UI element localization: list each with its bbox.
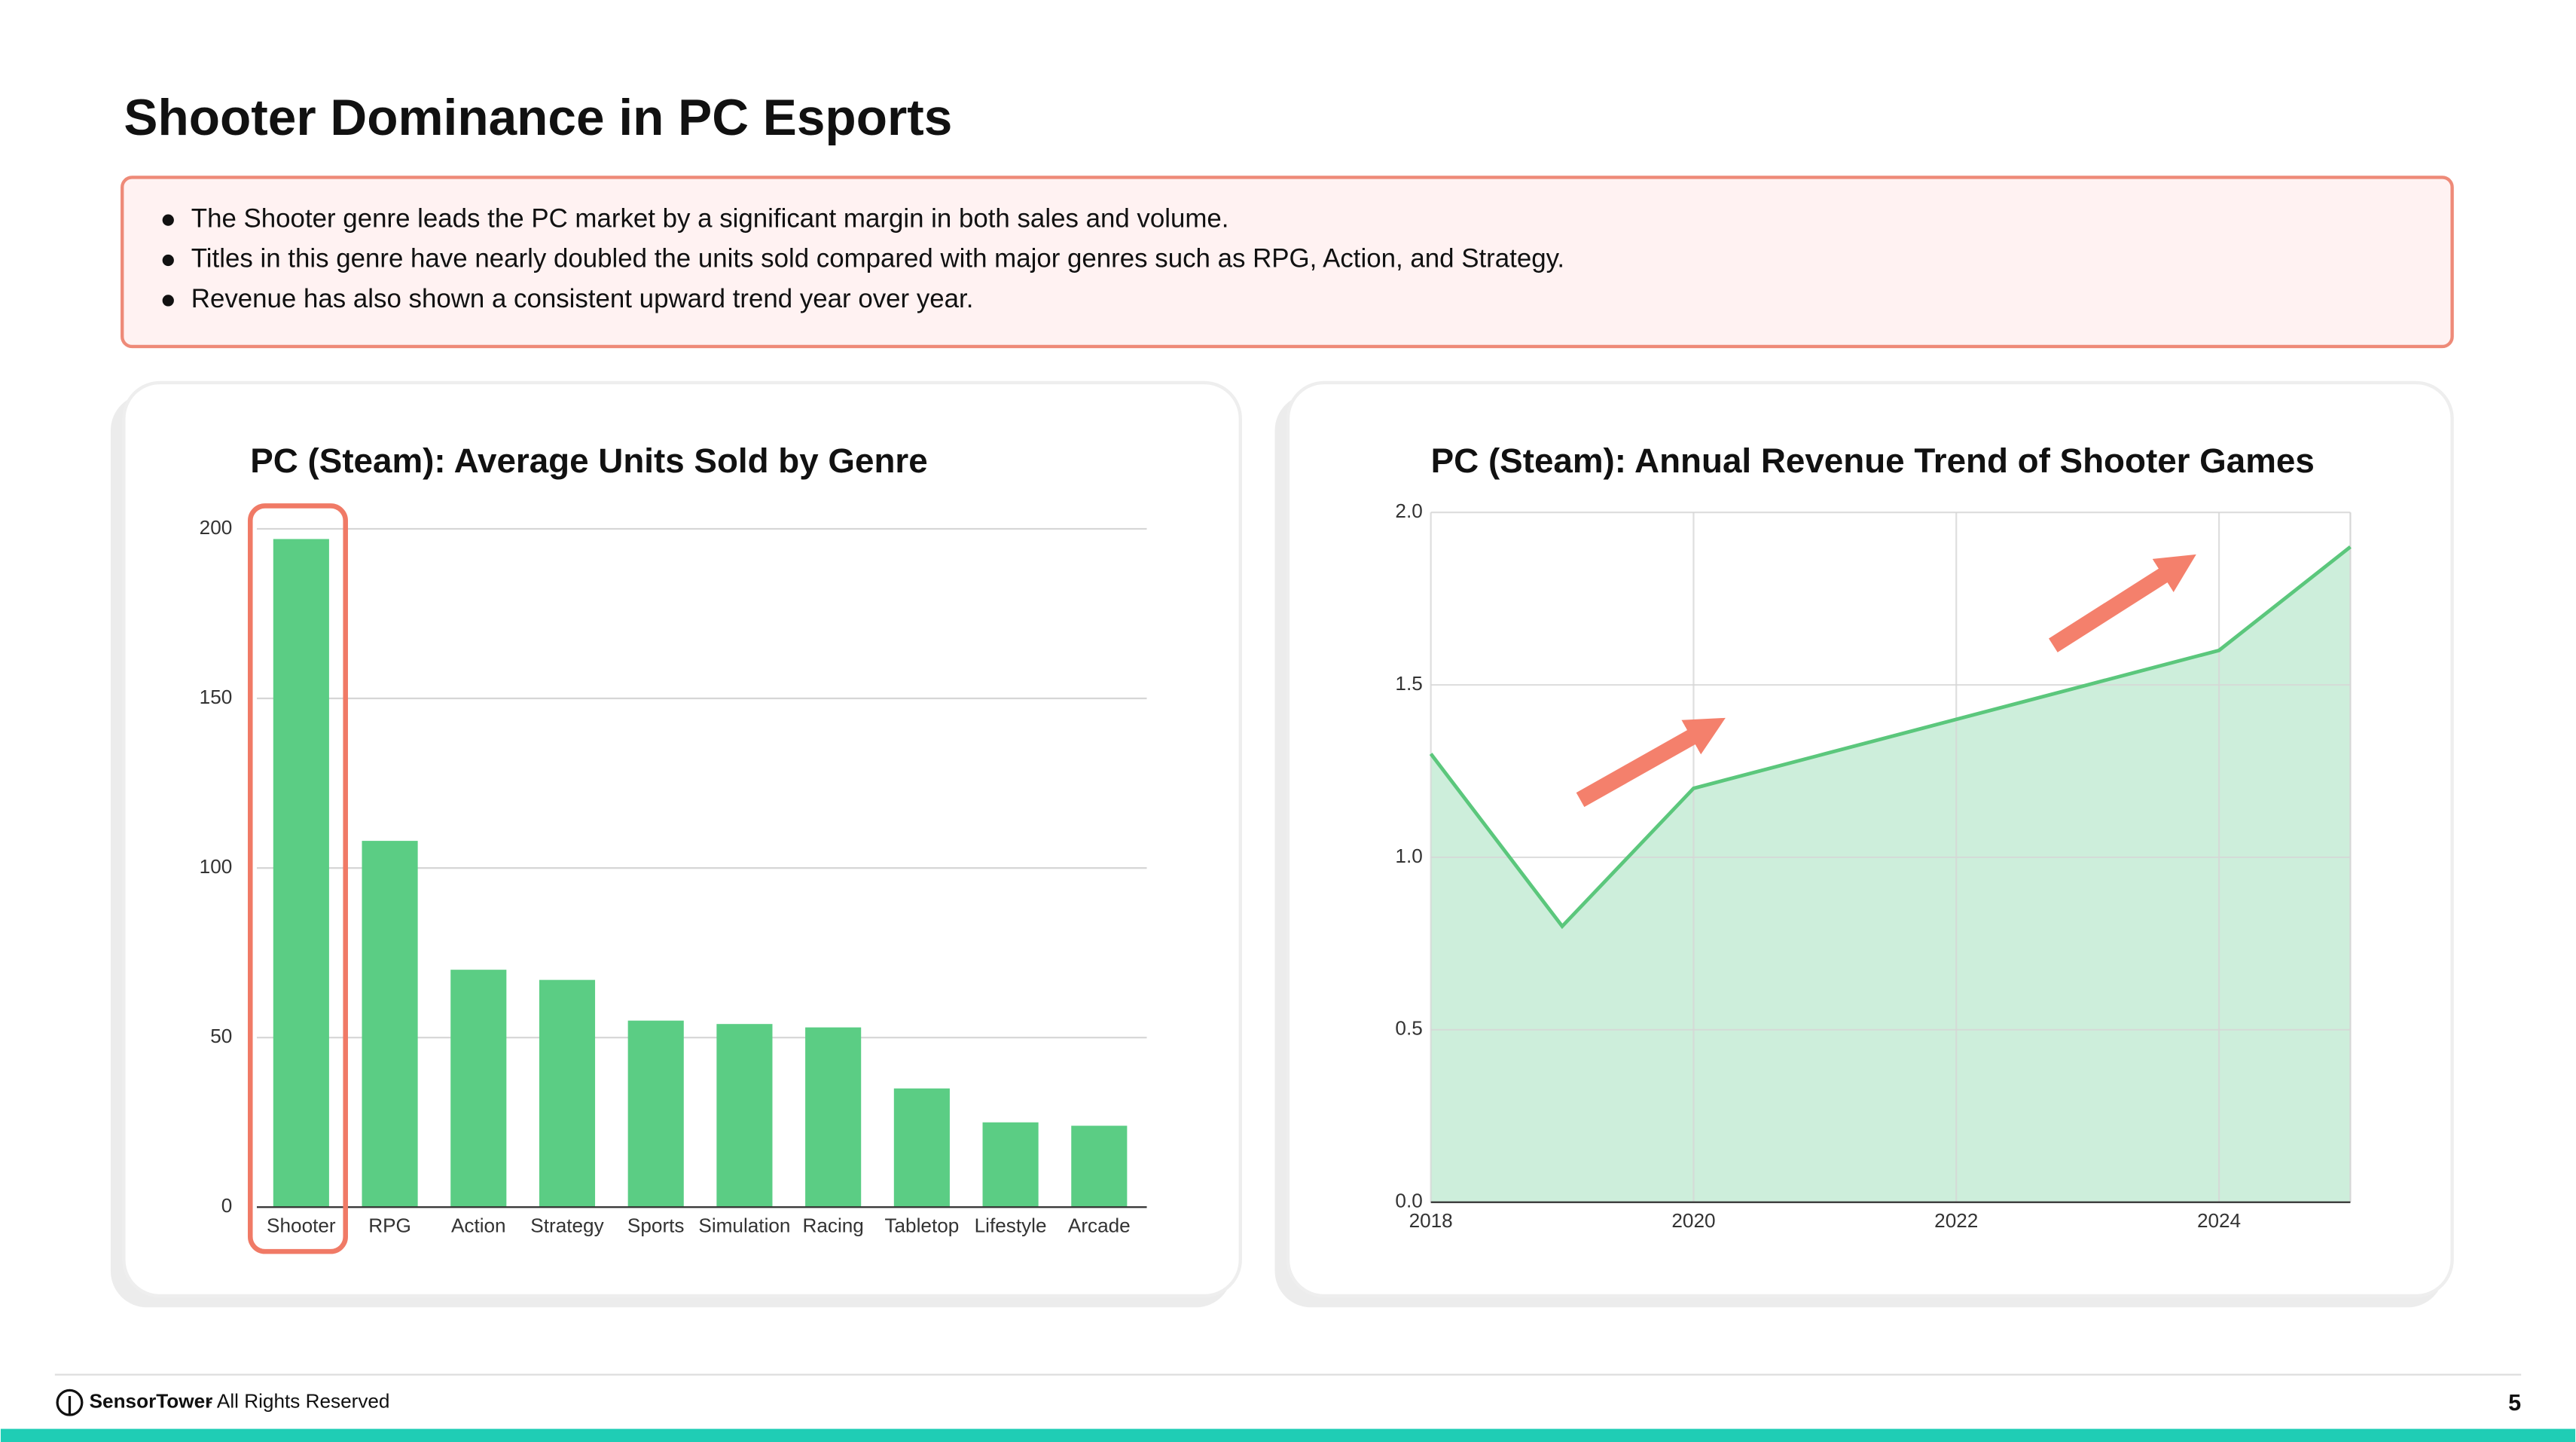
bullet-dot (162, 254, 174, 267)
bullet-list: The Shooter genre leads the PC market by… (162, 203, 1564, 313)
y-tick-label: 200 (200, 516, 233, 539)
chart-title: PC (Steam): Annual Revenue Trend of Shoo… (1431, 441, 2315, 480)
y-tick-label: 100 (200, 855, 233, 878)
bar (362, 841, 418, 1208)
line (1429, 545, 2352, 930)
y-tick-label: 0.5 (1395, 1017, 1422, 1040)
highlight-box (247, 503, 348, 1254)
x-tick-label: Shooter (267, 1214, 336, 1236)
x-tick-label: 2020 (1671, 1209, 1715, 1232)
area (1430, 546, 2351, 1202)
bullet-dot (162, 295, 174, 307)
x-tick-label: 2018 (1409, 1209, 1453, 1232)
bar (982, 1122, 1039, 1208)
bullet-text: Revenue has also shown a consistent upwa… (191, 284, 974, 313)
bar (716, 1024, 773, 1208)
bar (273, 539, 329, 1208)
x-tick-label: RPG (368, 1214, 411, 1236)
footer-text: - All Rights Reserved (206, 1390, 389, 1413)
bar (450, 970, 507, 1208)
bar (539, 979, 596, 1208)
y-tick-label: 2.0 (1395, 500, 1422, 522)
charts: PC (Steam): Average Units Sold by Genre 0… (200, 441, 2352, 1236)
bar (1071, 1126, 1128, 1208)
x-tick-label: Lifestyle (975, 1214, 1047, 1236)
page-number: 5 (2508, 1390, 2521, 1416)
summary-box (121, 176, 2454, 349)
x-tick-label: Sports (627, 1214, 685, 1236)
trend-arrow (1576, 717, 1726, 808)
x-tick-label: 2024 (2197, 1209, 2241, 1232)
y-tick-label: 1.0 (1395, 845, 1422, 867)
x-tick-label: 2022 (1934, 1209, 1978, 1232)
bullet-text: The Shooter genre leads the PC market by… (191, 203, 1229, 233)
x-tick-label: Tabletop (884, 1214, 959, 1236)
footer-bar (0, 1428, 2576, 1442)
page-title: Shooter Dominance in PC Esports (124, 90, 952, 146)
x-tick-label: Strategy (530, 1214, 604, 1236)
bar (627, 1020, 684, 1208)
bullet-text: Titles in this genre have nearly doubled… (191, 244, 1564, 273)
y-tick-label: 0 (221, 1194, 233, 1217)
chart-title: PC (Steam): Average Units Sold by Genre (250, 441, 927, 480)
logo (56, 1389, 84, 1416)
y-tick-label: 1.5 (1395, 672, 1422, 695)
bar (893, 1088, 950, 1208)
x-tick-label: Racing (802, 1214, 863, 1236)
x-tick-label: Arcade (1068, 1214, 1131, 1236)
x-tick-label: Simulation (698, 1214, 790, 1236)
trend-arrow (2049, 554, 2196, 652)
y-tick-label: 0.0 (1395, 1190, 1422, 1212)
y-tick-label: 150 (200, 686, 233, 708)
bullet-dot (162, 214, 174, 226)
x-tick-label: Action (451, 1214, 506, 1236)
brand: SensorTower (90, 1390, 213, 1413)
y-tick-label: 50 (210, 1025, 232, 1047)
bar (805, 1027, 862, 1208)
